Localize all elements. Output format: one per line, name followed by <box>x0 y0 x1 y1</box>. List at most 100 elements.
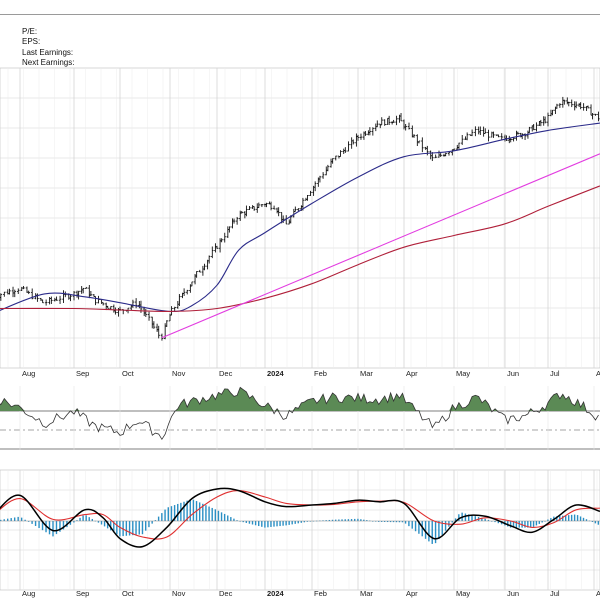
macd-histogram-bar <box>217 510 220 521</box>
macd-histogram-bar <box>322 520 324 521</box>
macd-histogram-bar <box>366 520 368 521</box>
macd-histogram-bar <box>106 521 109 529</box>
macd-histogram-bar <box>341 519 343 521</box>
macd-histogram-bar <box>434 521 437 544</box>
macd-histogram-bar <box>562 515 564 521</box>
macd-histogram-bar <box>242 521 244 523</box>
macd-histogram-bar <box>474 516 476 521</box>
macd-histogram-bar <box>261 521 263 527</box>
top-divider <box>0 14 600 15</box>
price-x-tick-label: 2024 <box>267 369 285 378</box>
macd-histogram-bar <box>148 521 150 528</box>
macd-histogram-bar <box>507 521 509 527</box>
macd-histogram-bar <box>530 521 532 528</box>
macd-histogram-bar <box>591 521 594 522</box>
macd-histogram-bar <box>202 503 204 521</box>
macd-histogram-bar <box>38 521 40 529</box>
macd-histogram-bar <box>132 521 134 536</box>
macd-histogram-bar <box>161 513 163 521</box>
macd-histogram-bar <box>532 521 535 527</box>
price-x-tick-label: Feb <box>314 369 327 378</box>
macd-histogram-bar <box>570 514 573 521</box>
macd-histogram-bar <box>230 517 232 521</box>
macd-histogram-bar <box>347 519 350 521</box>
macd-histogram-bar <box>41 521 44 531</box>
macd-histogram-bar <box>211 507 213 521</box>
macd-histogram-bar <box>248 521 251 524</box>
macd-histogram-bar <box>270 521 272 527</box>
macd-histogram-bar <box>350 519 353 521</box>
macd-histogram-bar <box>484 518 486 521</box>
macd-histogram-bar <box>431 521 433 544</box>
macd-histogram-bar <box>62 521 65 530</box>
macd-histogram-bar <box>0 519 2 521</box>
price-x-tick-label: Aug <box>596 369 600 378</box>
price-x-tick-label: Oct <box>122 369 135 378</box>
macd-histogram-bar <box>421 521 423 537</box>
macd-histogram-bar <box>251 521 254 525</box>
price-x-tick-label: Aug <box>22 369 35 378</box>
macd-histogram-bar <box>582 517 585 521</box>
macd-histogram-bar <box>227 515 229 521</box>
macd-histogram-bar <box>100 521 103 525</box>
macd-histogram-bar <box>236 520 238 521</box>
macd-histogram-bar <box>389 521 392 523</box>
macd-histogram-bar <box>205 505 207 521</box>
macd-histogram-bar <box>418 521 420 534</box>
macd-histogram-bar <box>291 521 293 525</box>
macd-histogram-bar <box>189 499 191 521</box>
macd-histogram-bar <box>128 521 131 536</box>
pe-label: P/E: <box>22 27 38 36</box>
rsi-overbought-fill <box>0 387 599 411</box>
macd-histogram-bar <box>173 505 176 521</box>
macd-histogram-bar <box>17 516 19 521</box>
macd-histogram-bar <box>294 521 296 524</box>
macd-x-tick-label: Nov <box>172 589 186 598</box>
macd-histogram-bar <box>279 521 281 527</box>
macd-histogram-bar <box>451 521 453 523</box>
macd-histogram-bar <box>164 509 166 521</box>
next-earnings-label: Next Earnings: <box>22 57 75 67</box>
macd-histogram-bar <box>565 515 567 521</box>
macd-x-tick-label: Jun <box>507 589 519 598</box>
price-x-tick-label: Jul <box>550 369 560 378</box>
macd-histogram-bar <box>198 502 201 521</box>
macd-histogram-bar <box>454 518 457 521</box>
macd-histogram-bar <box>223 513 226 521</box>
macd-histogram-bar <box>145 521 147 531</box>
macd-histogram-bar <box>208 506 210 521</box>
macd-histogram-bar <box>331 519 334 521</box>
macd-histogram-bar <box>512 521 515 528</box>
macd-histogram-bar <box>85 515 87 521</box>
ma-short-line <box>0 122 600 313</box>
macd-histogram-bar <box>428 521 430 542</box>
macd-histogram-bar <box>233 518 235 521</box>
macd-histogram-bar <box>458 514 460 521</box>
x-axis-labels: Aug Sep Oct Nov Dec 2024 Feb Mar Apr May Jun Jul Aug… <box>22 369 600 598</box>
macd-histogram-bar <box>398 521 401 523</box>
macd-histogram-bar <box>576 515 579 521</box>
macd-x-tick-label: Jul <box>550 589 560 598</box>
macd-histogram-bar <box>481 517 483 521</box>
macd-histogram-bar <box>76 520 78 521</box>
macd-histogram-bar <box>360 519 362 521</box>
macd-histogram-bar <box>135 521 137 535</box>
macd-x-tick-label: Aug <box>596 589 600 598</box>
macd-histogram-bar <box>69 521 72 525</box>
macd-histogram-bar <box>186 500 188 521</box>
macd-histogram-bar <box>487 519 490 521</box>
macd-histogram-bar <box>468 514 470 521</box>
fundamentals-info-block: P/E: EPS: Last Earnings: Next Earnings: <box>22 27 74 68</box>
macd-histogram-bar <box>192 499 195 521</box>
macd-histogram-bar <box>541 521 543 523</box>
macd-x-tick-label: 2024 <box>267 589 285 598</box>
macd-histogram-bar <box>597 521 600 525</box>
macd-histogram-bar <box>380 521 383 522</box>
macd-histogram-bar <box>363 519 365 521</box>
macd-signal-line <box>0 490 600 540</box>
macd-histogram-bar <box>97 521 100 523</box>
grid <box>0 67 600 591</box>
macd-histogram-bar <box>119 521 121 537</box>
macd-histogram-bar <box>88 517 90 521</box>
macd-histogram-bar <box>444 521 447 531</box>
